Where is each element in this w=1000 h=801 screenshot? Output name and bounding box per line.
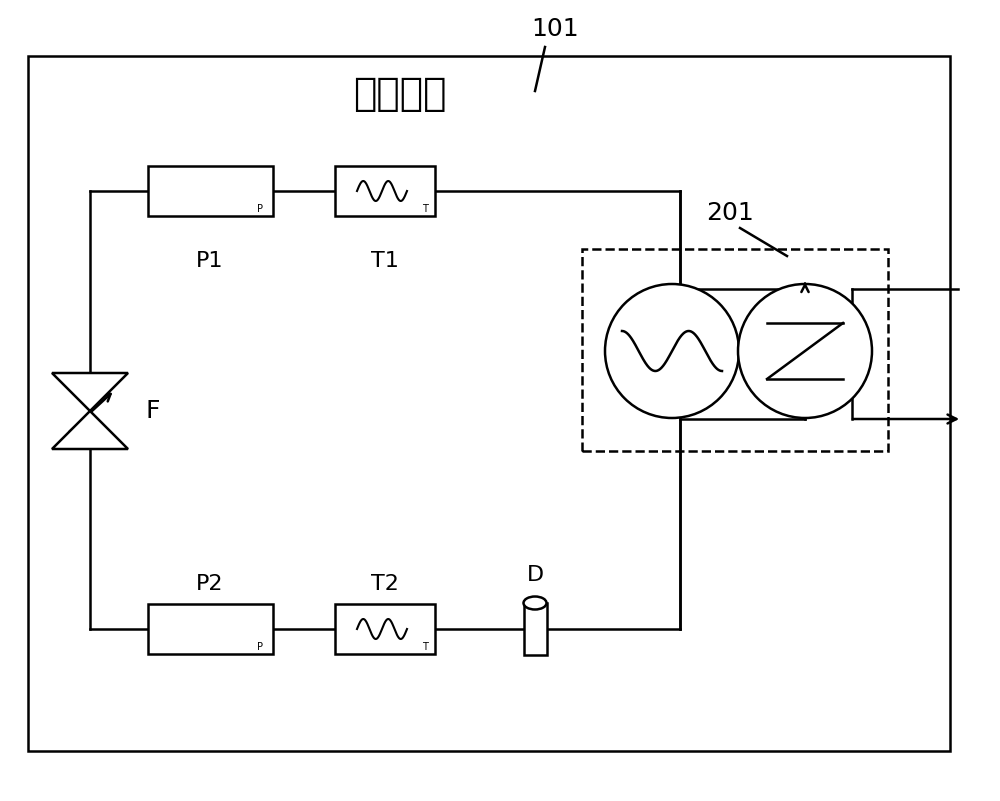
Text: P1: P1 [196, 251, 224, 271]
Text: F: F [145, 399, 160, 423]
Text: 101: 101 [531, 17, 579, 41]
Text: T: T [422, 204, 428, 214]
FancyBboxPatch shape [335, 166, 435, 216]
Text: P: P [258, 642, 264, 652]
Text: P2: P2 [196, 574, 224, 594]
Text: D: D [526, 565, 544, 585]
Polygon shape [52, 373, 128, 411]
Text: T2: T2 [371, 574, 399, 594]
Circle shape [738, 284, 872, 418]
Text: 201: 201 [706, 201, 754, 225]
Circle shape [605, 284, 739, 418]
Ellipse shape [524, 597, 546, 610]
Text: P: P [258, 204, 264, 214]
FancyBboxPatch shape [335, 604, 435, 654]
Text: T: T [422, 642, 428, 652]
Text: T1: T1 [371, 251, 399, 271]
Polygon shape [52, 411, 128, 449]
FancyBboxPatch shape [524, 603, 546, 655]
FancyBboxPatch shape [148, 166, 272, 216]
FancyBboxPatch shape [148, 604, 272, 654]
Text: 水冷单元: 水冷单元 [353, 75, 447, 113]
